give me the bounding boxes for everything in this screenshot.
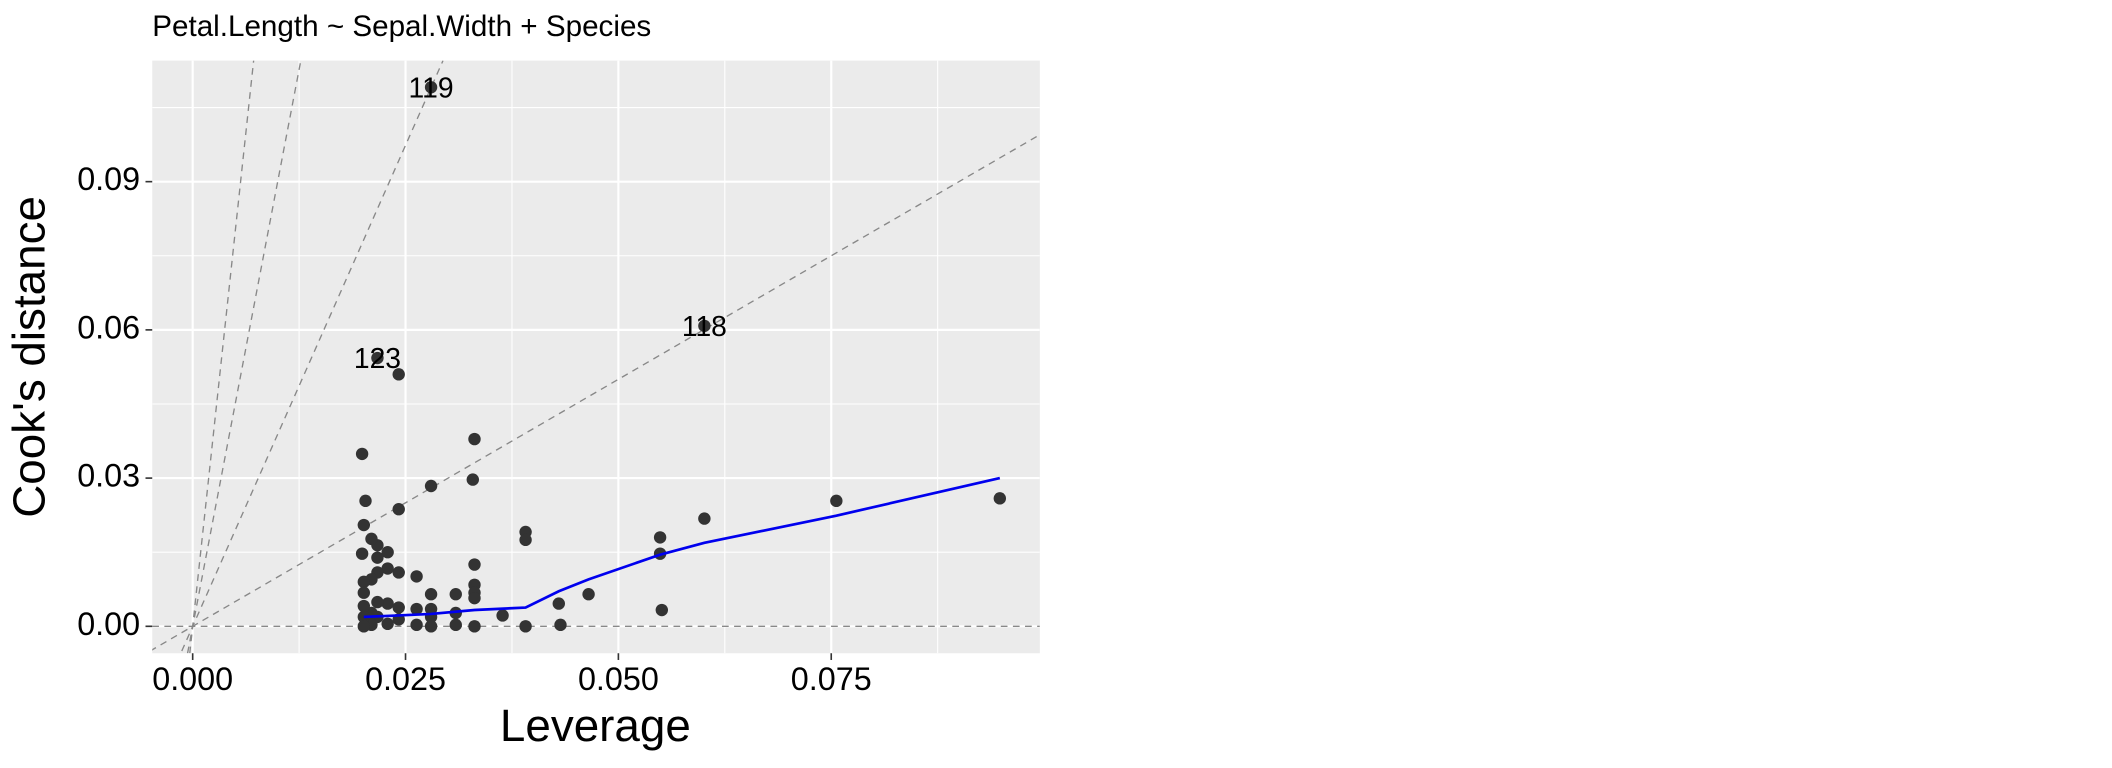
point <box>698 512 711 525</box>
point <box>468 558 481 571</box>
smooth-line <box>363 476 1001 619</box>
point <box>519 620 532 633</box>
point <box>424 620 438 633</box>
y-axis-title: Cook's distance <box>3 196 54 518</box>
point <box>449 588 462 601</box>
point <box>371 551 384 564</box>
point <box>519 533 532 547</box>
point <box>359 494 372 508</box>
y-tick-label: 0.06 <box>77 309 140 345</box>
point <box>653 531 667 544</box>
x-tick-label: 0.025 <box>365 661 446 697</box>
point <box>371 351 384 365</box>
reference-line <box>189 60 255 654</box>
point <box>357 620 371 633</box>
point <box>424 588 438 601</box>
y-tick-label: 0.00 <box>77 606 140 642</box>
point <box>357 586 371 599</box>
reference-line <box>186 60 302 654</box>
point-label: 119 <box>409 71 454 103</box>
point-label: 123 <box>354 342 401 374</box>
chart-title: Petal.Length ~ Sepal.Width + Species <box>152 10 651 43</box>
point <box>357 518 371 532</box>
point <box>381 546 394 559</box>
point <box>355 447 369 461</box>
point <box>381 597 394 610</box>
point <box>355 547 369 560</box>
point <box>496 609 509 622</box>
point <box>449 618 462 632</box>
reference-line <box>181 60 444 652</box>
point <box>424 81 438 94</box>
point <box>357 575 371 589</box>
point <box>698 319 711 333</box>
point <box>392 601 405 614</box>
point <box>466 473 479 486</box>
point <box>552 597 565 610</box>
point <box>993 492 1007 505</box>
point <box>371 595 384 609</box>
x-tick-label: 0.050 <box>578 661 659 697</box>
point <box>410 602 423 616</box>
point <box>381 617 394 631</box>
point <box>365 532 378 546</box>
point-label: 118 <box>682 310 727 342</box>
point <box>582 588 595 601</box>
point <box>655 603 669 617</box>
x-tick-label: 0.075 <box>791 661 872 697</box>
point <box>468 620 481 633</box>
point <box>830 494 843 508</box>
point <box>392 566 405 579</box>
point <box>410 570 423 583</box>
point <box>410 618 423 632</box>
point <box>424 479 438 493</box>
panel <box>152 60 1040 654</box>
reference-line <box>152 134 1040 651</box>
plot-area <box>152 60 1040 654</box>
point <box>468 591 481 605</box>
x-tick-label: 0.000 <box>152 661 233 697</box>
point <box>468 432 481 446</box>
x-axis-title: Leverage <box>500 700 691 751</box>
point <box>554 618 567 632</box>
point <box>392 368 405 381</box>
axes: 0.000 0.025 0.050 0.075 0.00 0.03 0.06 0.09 <box>77 161 871 697</box>
point <box>357 599 371 613</box>
point <box>381 562 394 575</box>
y-tick-label: 0.03 <box>77 458 140 494</box>
y-tick-label: 0.09 <box>77 161 140 197</box>
point <box>392 503 405 516</box>
